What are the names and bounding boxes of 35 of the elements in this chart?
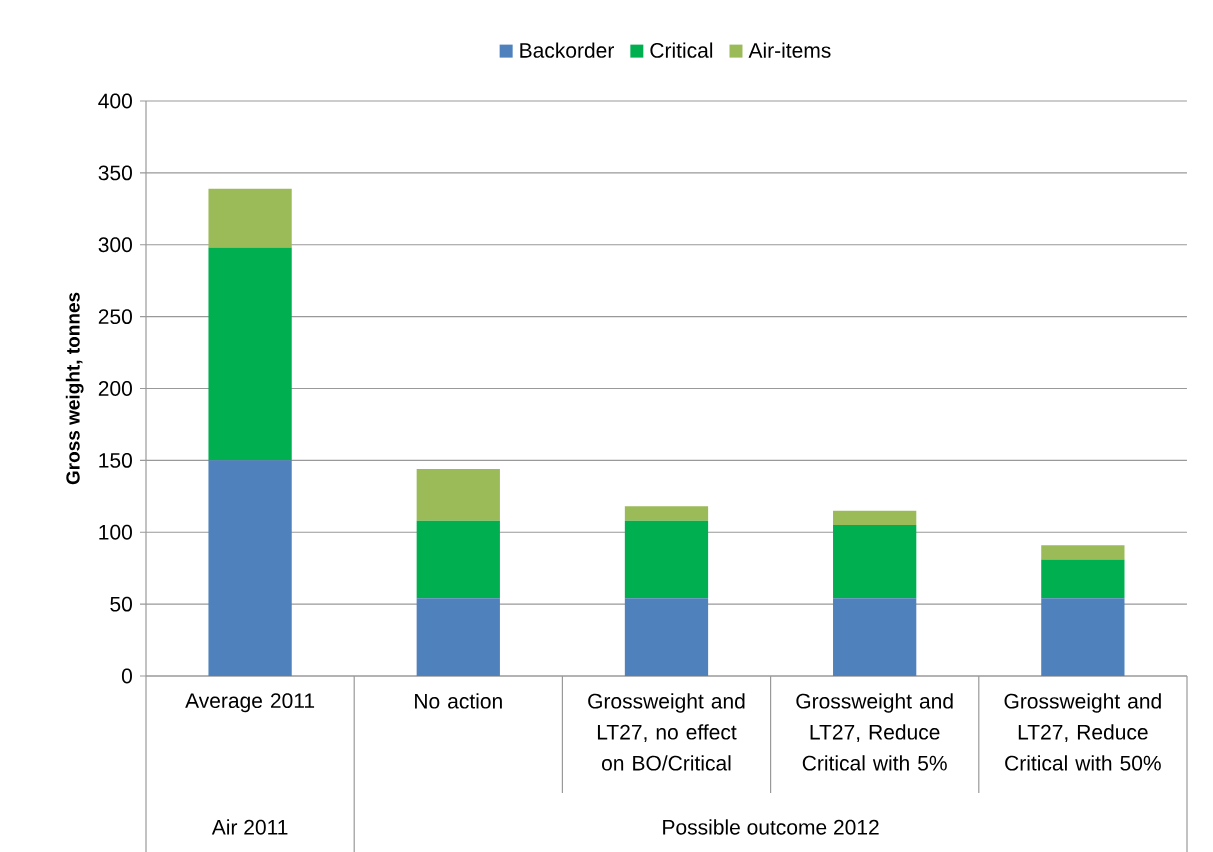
x-tick-label: Grossweight and LT27, no effect on BO/Critical	[588, 693, 745, 771]
bar	[833, 598, 917, 676]
y-tick-label: 50	[110, 596, 132, 612]
legend-label: Backorder	[520, 42, 614, 58]
bar	[1041, 545, 1125, 560]
bar	[833, 525, 917, 599]
y-tick-label: 350	[98, 165, 132, 181]
y-tick-label: 100	[99, 524, 132, 540]
y-tick-label: 150	[99, 452, 132, 468]
bar	[416, 520, 500, 599]
bar	[208, 460, 292, 676]
legend-label: Critical	[650, 42, 713, 58]
y-tick-label: 250	[98, 309, 132, 325]
bar	[624, 520, 709, 599]
text: Air 2011	[211, 819, 288, 835]
bar	[208, 188, 292, 248]
y-tick-label: 300	[98, 237, 132, 253]
y-tick-label: 400	[98, 93, 132, 109]
bar	[416, 598, 500, 676]
bar	[1041, 559, 1125, 599]
bar	[1041, 598, 1125, 676]
x-tick-label: Grossweight and LT27, Reduce Critical with 50%	[1004, 693, 1161, 771]
y-tick-label: 0	[121, 668, 132, 684]
bar	[416, 468, 500, 521]
y-axis-title: Gross weight, tonnes	[65, 292, 84, 485]
y-tick-label: 200	[98, 381, 132, 396]
x-tick-label: Grossweight and LT27, Reduce Critical with 5%	[796, 693, 953, 771]
bar	[624, 506, 709, 521]
bar	[624, 598, 709, 676]
x-tick-label: No action	[415, 693, 502, 709]
x-tick-label: Average 2011	[185, 693, 315, 713]
legend-label: Air-items	[748, 42, 831, 58]
bar	[208, 247, 292, 461]
text: Possible outcome 2012	[663, 819, 879, 835]
bar	[833, 510, 917, 526]
